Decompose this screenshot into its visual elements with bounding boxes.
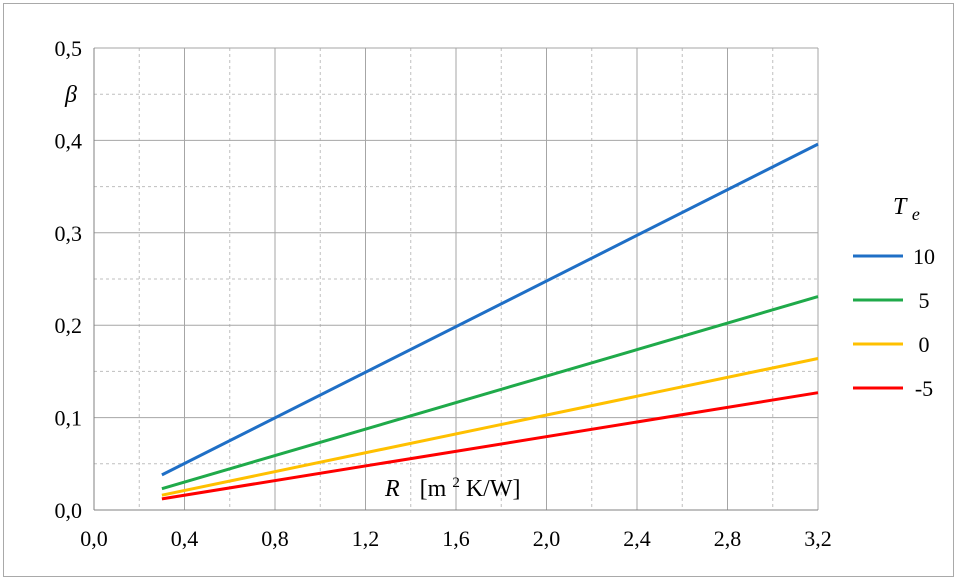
series-line-5: [161, 295, 819, 491]
x-axis-symbol: R: [384, 476, 400, 502]
x-tick-label: 0,8: [261, 526, 289, 551]
y-tick-label: 0,1: [55, 406, 83, 431]
y-tick-label: 0,4: [55, 128, 83, 153]
x-tick-labels: 0,0 0,4 0,8 1,2 1,6 2,0 2,4 2,8 3,2: [80, 526, 832, 551]
x-tick-label: 0,4: [171, 526, 199, 551]
legend-title-subscript: e: [912, 204, 920, 224]
legend-title: T e: [893, 194, 920, 224]
y-axis-label: β: [64, 82, 77, 108]
series-line-10: [161, 142, 819, 477]
legend: T e 10 5 0 -5: [853, 194, 935, 401]
x-tick-label: 0,0: [80, 526, 108, 551]
x-tick-label: 1,2: [352, 526, 380, 551]
y-tick-labels: 0,0 0,1 0,2 0,3 0,4 0,5: [55, 36, 83, 523]
y-tick-label: 0,3: [55, 221, 83, 246]
x-axis-unit-part-2: K/W]: [466, 476, 521, 502]
x-tick-label: 2,4: [623, 526, 651, 551]
series-line--5: [161, 391, 819, 501]
series-line-0: [161, 357, 819, 497]
series-lines: [161, 142, 819, 501]
x-tick-label: 2,8: [714, 526, 742, 551]
chart-frame: [3, 3, 954, 577]
x-tick-label: 3,2: [804, 526, 832, 551]
x-tick-label: 2,0: [533, 526, 561, 551]
x-axis-unit-superscript: 2: [452, 475, 460, 491]
legend-label-5: 5: [919, 288, 930, 313]
y-tick-label: 0,5: [55, 36, 83, 61]
legend-label--5: -5: [915, 376, 933, 401]
grid: [93, 47, 819, 511]
legend-label-10: 10: [913, 244, 935, 269]
y-tick-label: 0,2: [55, 313, 83, 338]
x-axis-label: R [m 2 K/W]: [384, 467, 521, 502]
legend-title-main: T: [893, 194, 908, 220]
x-axis-unit-part-1: [m: [420, 476, 447, 502]
x-tick-label: 1,6: [442, 526, 470, 551]
legend-items: 10 5 0 -5: [853, 244, 935, 401]
y-tick-label: 0,0: [55, 498, 83, 523]
legend-label-0: 0: [919, 332, 930, 357]
